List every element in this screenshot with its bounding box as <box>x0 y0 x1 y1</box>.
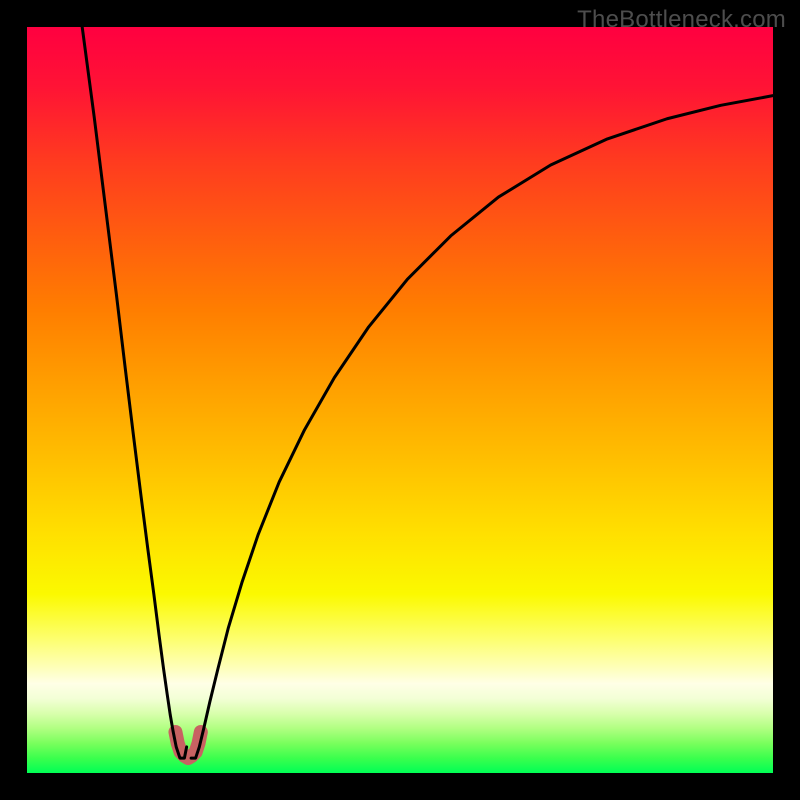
watermark-text: TheBottleneck.com <box>577 6 786 34</box>
plot-svg <box>27 27 773 773</box>
gradient-background <box>27 27 773 773</box>
chart-frame: TheBottleneck.com <box>0 0 800 800</box>
plot-area <box>27 27 773 773</box>
